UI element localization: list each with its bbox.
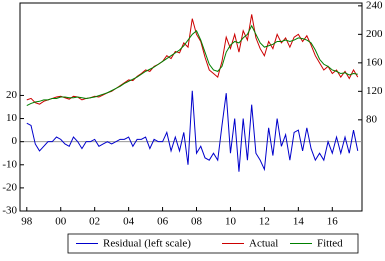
- y-tick-label: 10: [6, 112, 18, 124]
- y-tick-label: -20: [2, 181, 17, 193]
- y2-tick-label: 200: [366, 28, 383, 40]
- y-tick-label: 20: [6, 89, 18, 101]
- x-tick-label: 04: [123, 216, 135, 228]
- y2-tick-label: 160: [366, 56, 383, 68]
- legend-box: [67, 233, 359, 254]
- y2-tick-label: 80: [366, 113, 378, 125]
- legend-label: Actual: [249, 238, 278, 250]
- y2-tick-label: 120: [366, 85, 383, 97]
- x-tick-label: 06: [157, 216, 169, 228]
- x-tick-label: 16: [327, 216, 339, 228]
- x-tick-label: 14: [293, 216, 305, 228]
- y-tick-label: 0: [12, 135, 18, 147]
- plot-frame: [19, 2, 363, 212]
- x-tick-label: 12: [259, 216, 270, 228]
- x-tick-label: 08: [191, 216, 203, 228]
- y-tick-label: -10: [2, 158, 17, 170]
- x-tick-label: 98: [21, 216, 33, 228]
- x-tick-label: 10: [225, 216, 237, 228]
- legend-label: Fitted: [317, 238, 343, 250]
- series-line: [26, 14, 359, 105]
- x-tick-label: 00: [55, 216, 67, 228]
- x-tick-label: 02: [89, 216, 100, 228]
- series-line: [26, 90, 359, 172]
- y-tick-label: -30: [2, 205, 17, 217]
- legend-label: Residual (left scale): [103, 238, 191, 250]
- y2-tick-label: 240: [366, 0, 383, 11]
- series-line: [26, 24, 358, 107]
